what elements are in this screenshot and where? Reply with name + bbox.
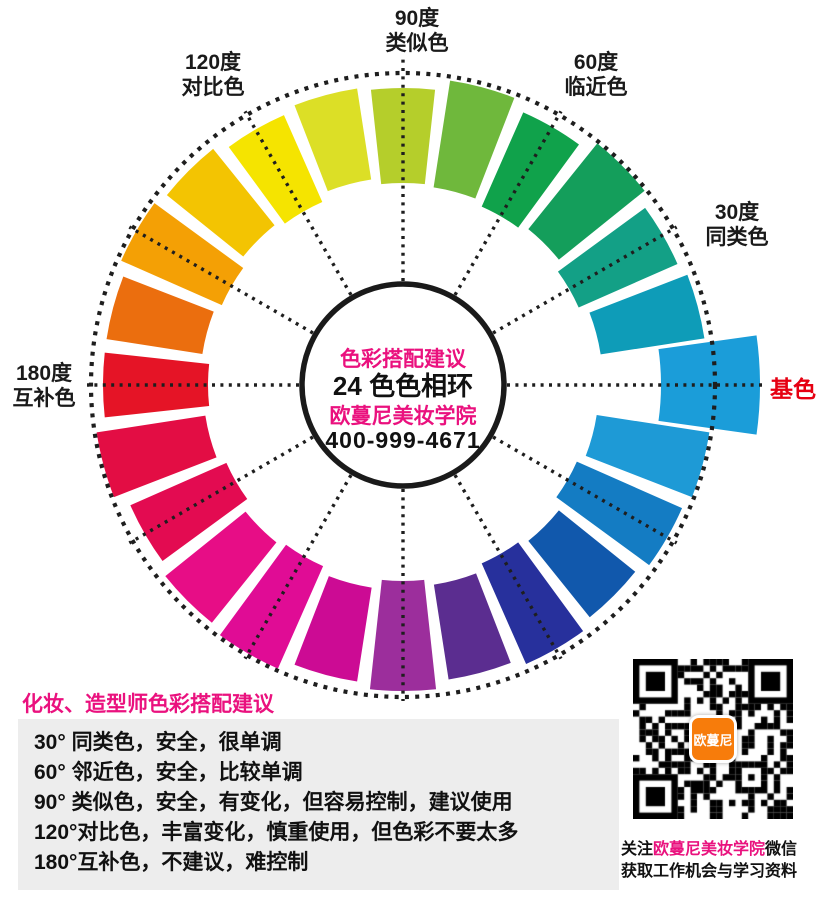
wheel-segment-210 <box>130 462 248 561</box>
center-phone: 400-999-4671 <box>325 427 481 453</box>
guide-line-30 <box>492 225 678 335</box>
advice-item: 90° 类似色，安全，有变化，但容易控制，建议使用 <box>34 791 513 814</box>
wheel-segment-120 <box>228 115 323 224</box>
label-base-color: 基色 <box>770 376 816 402</box>
wheel-segment-165 <box>106 276 214 354</box>
guide-line-240 <box>243 474 353 660</box>
wheel-segment-270 <box>369 579 437 691</box>
wheel-segment-150 <box>121 203 244 306</box>
wheel-segment-60 <box>481 112 579 228</box>
wheel-segment-135 <box>166 148 275 257</box>
wheel-segment-45 <box>528 143 645 260</box>
label-90-degrees: 90度 类似色 <box>386 6 449 56</box>
center-brand: 欧蔓尼美妆学院 <box>329 405 477 428</box>
wheel-segment-330 <box>556 461 683 566</box>
advice-item: 120°对比色，丰富变化，慎重使用，但色彩不要太多 <box>34 821 519 844</box>
label-60-degrees: 60度 临近色 <box>565 50 628 100</box>
wheel-segment-300 <box>481 542 584 665</box>
wheel-segment-75 <box>433 80 515 199</box>
label-name: 类似色 <box>385 32 449 55</box>
advice-item: 60° 邻近色，安全，比较单调 <box>34 761 303 784</box>
label-name: 同类色 <box>705 226 769 249</box>
center-subtitle: 24 色色相环 <box>332 371 474 401</box>
qr-card: 欧蔓尼 <box>628 654 798 824</box>
inner-circle <box>299 281 507 489</box>
color-wheel <box>87 55 765 701</box>
guide-line-210 <box>128 435 314 545</box>
caption-highlight: 欧蔓尼美妆学院 <box>653 841 766 858</box>
qr-center-logo: 欧蔓尼 <box>689 715 737 763</box>
label-name: 互补色 <box>12 387 76 410</box>
wheel-segment-285 <box>433 573 511 680</box>
guide-line-300 <box>453 474 563 660</box>
guide-line-120 <box>243 110 353 296</box>
center-title: 色彩搭配建议 <box>340 348 466 371</box>
advice-item: 30° 同类色，安全，很单调 <box>34 731 282 754</box>
label-degree: 30度 <box>714 201 760 224</box>
label-30-degrees: 30度 同类色 <box>706 200 769 250</box>
wheel-segment-315 <box>528 510 636 618</box>
label-name: 临近色 <box>564 76 628 99</box>
wheel-segment-345 <box>585 414 710 498</box>
wheel-segment-240 <box>219 544 324 669</box>
label-degree: 180度 <box>15 362 73 385</box>
guide-line-330 <box>492 435 678 545</box>
advice-heading: 化妆、造型师色彩搭配建议 <box>22 693 274 716</box>
qr-caption-line2: 获取工作机会与学习资料 <box>621 863 798 880</box>
label-degree: 60度 <box>573 51 619 74</box>
qr-caption-line1: 关注欧蔓尼美妆学院微信 <box>621 839 811 861</box>
label-180-degrees: 180度 互补色 <box>13 361 76 411</box>
label-degree: 120度 <box>184 51 242 74</box>
label-120-degrees: 120度 对比色 <box>182 50 245 100</box>
label-name: 对比色 <box>181 76 245 99</box>
wheel-segment-225 <box>165 511 277 623</box>
dotted-outer-circle <box>88 70 718 700</box>
guide-line-150 <box>128 225 314 335</box>
guide-line-60 <box>453 110 563 296</box>
advice-item: 180°互补色，不建议，难控制 <box>34 851 309 874</box>
label-degree: 90度 <box>394 7 440 30</box>
wheel-segment-15 <box>589 274 705 355</box>
wheel-segment-255 <box>294 576 372 682</box>
advice-box: 30° 同类色，安全，很单调 60° 邻近色，安全，比较单调 90° 类似色，安… <box>18 719 619 890</box>
caption-text: 微信 <box>765 841 798 858</box>
wheel-segment-195 <box>96 415 217 498</box>
wheel-segment-30 <box>557 207 678 308</box>
caption-text: 关注 <box>621 841 654 858</box>
qr-caption: 关注欧蔓尼美妆学院微信 获取工作机会与学习资料 <box>621 839 811 883</box>
wheel-segment-105 <box>294 88 372 192</box>
